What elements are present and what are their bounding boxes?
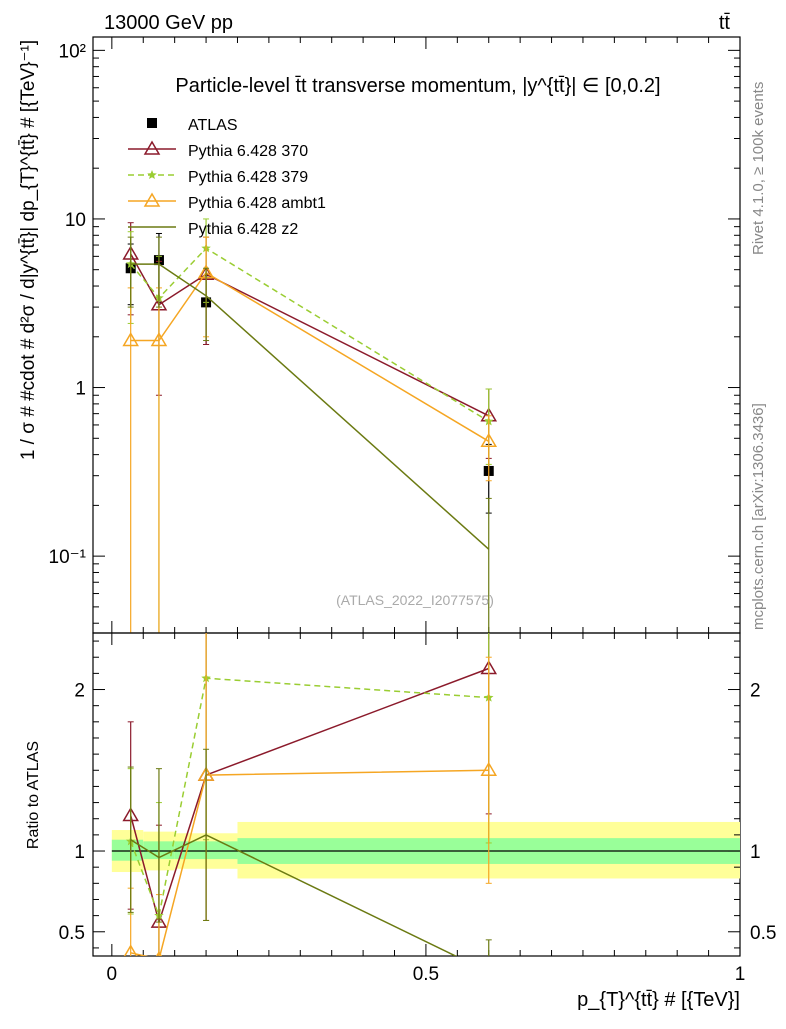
series-line [130,247,490,423]
series-line [130,271,490,442]
process-label: tt̄ [719,12,731,34]
data-point [122,332,139,347]
legend-item-z2: Pythia 6.428 z2 [128,221,298,238]
mcplots-label: mcplots.cern.ch [arXiv:1306.3436] [750,403,767,630]
legend: ATLAS Pythia 6.428 370 Pythia 6.428 379 Pyt… [128,117,326,238]
legend-item-atlas: ATLAS [147,117,238,134]
series-line [130,834,458,956]
main-ylabel: 1 / σ # #cdot # d²σ / d|y^{tt̄}| dp_{T}^… [18,40,39,460]
legend-label: Pythia 6.428 z2 [188,221,298,238]
y-tick-label: 10 [65,210,86,231]
x-tick-label: 1 [735,964,746,985]
legend-marker [147,118,157,128]
series-line [130,769,489,956]
main-series [122,218,498,633]
series-line [129,667,489,925]
series-z2 [127,236,492,633]
watermark: (ATLAS_2022_I2077575) [336,592,494,608]
data-point [150,332,168,347]
rivet-version-label: Rivet 4.1.0, ≥ 100k events [750,82,767,255]
y-tick-label: 2 [74,681,85,702]
legend-item-p370: Pythia 6.428 370 [128,140,308,160]
series-line [130,263,490,550]
series-p370 [122,222,498,459]
legend-marker [147,170,157,179]
y-tick-label: 0.5 [59,923,85,944]
x-tick-label: 0 [107,964,118,985]
data-point [480,761,498,777]
y-tick-label: 10² [59,41,86,62]
series-clip [122,218,498,633]
series-line [129,677,489,919]
y-tick-label: 1 [75,379,86,400]
ratio-series [122,633,498,956]
y-tick-label-right: 0.5 [750,923,776,944]
legend-item-p379: Pythia 6.428 379 [128,169,308,186]
series-clip [122,633,498,956]
data-point [480,432,498,448]
legend-label: Pythia 6.428 370 [188,143,308,160]
ratio-panel: 0.5 0.51 12 20 0.5 1 Ratio to ATLAS p_{T}^{tt… [25,632,776,1011]
energy-label: 13000 GeV pp [104,12,233,34]
y-tick-label: 10⁻¹ [49,547,87,568]
data-point [123,944,138,956]
legend-label: ATLAS [188,117,238,134]
main-ticks: 10⁻¹ 1 10 10² [49,37,741,633]
series-line [130,253,490,417]
y-tick-label-right: 1 [750,842,761,863]
legend-label: Pythia 6.428 ambt1 [188,195,326,212]
y-tick-label: 1 [74,842,85,863]
xlabel: p_{T}^{tt̄} # [{TeV}] [577,989,740,1011]
series-p370 [122,633,498,956]
legend-label: Pythia 6.428 379 [188,169,308,186]
legend-marker [143,140,161,155]
legend-item-ambt1: Pythia 6.428 ambt1 [128,192,326,212]
ratio-ylabel: Ratio to ATLAS [25,741,42,849]
series-p379 [125,633,494,956]
legend-marker [143,192,161,207]
main-title: Particle-level t̄t transverse momentum, … [175,75,660,97]
y-tick-label-right: 2 [750,681,761,702]
series-ambt1 [122,236,498,633]
x-tick-label: 0.5 [413,964,439,985]
series-z2 [127,748,492,956]
main-panel: 10⁻¹ 1 10 10² Particle-level t̄t transverse… [18,36,741,634]
ratio-frame [92,632,741,957]
